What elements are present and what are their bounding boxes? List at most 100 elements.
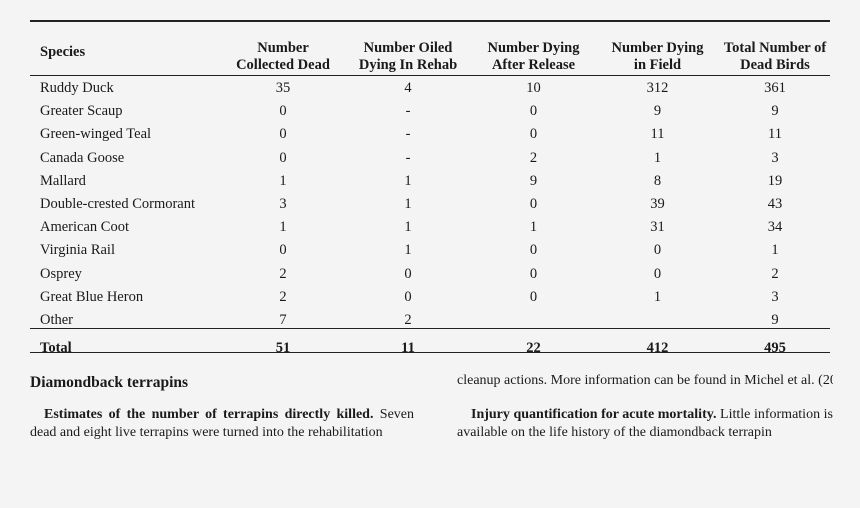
table-row: Great Blue Heron 2 0 0 1 3 [30, 286, 830, 309]
value-cell: 22 [526, 339, 541, 356]
table-header-rule [30, 75, 830, 76]
value-cell: 9 [771, 311, 779, 328]
species-cell: Great Blue Heron [40, 288, 144, 305]
table-row: Osprey 2 0 0 0 2 [30, 263, 830, 286]
species-cell: Double-crested Cormorant [40, 196, 196, 213]
species-cell: Canada Goose [40, 149, 125, 166]
value-cell: 4 [404, 80, 412, 97]
right-paragraph-2-text: Little information is available on the l… [457, 407, 833, 440]
column-header-dying-after-release: Number Dying After Release [487, 40, 580, 73]
value-cell: 361 [764, 80, 786, 97]
value-cell: 7 [279, 311, 287, 328]
value-cell: 51 [275, 339, 291, 356]
value-cell: 1 [404, 242, 412, 259]
species-cell: Virginia Rail [40, 242, 115, 259]
value-cell: 1 [279, 172, 287, 189]
left-paragraph: Estimates of the number of terrapins dir… [30, 406, 414, 441]
value-cell: 43 [767, 196, 783, 213]
value-cell: 0 [529, 242, 538, 259]
value-cell: 1 [279, 219, 287, 236]
table-row: Greater Scaup 0 - 0 9 9 [30, 100, 830, 123]
value-cell: 3 [771, 149, 779, 166]
value-cell: 10 [526, 80, 541, 97]
value-cell: 8 [653, 172, 662, 189]
value-cell: 9 [771, 103, 779, 120]
value-cell: 495 [764, 339, 786, 356]
value-cell: 9 [653, 103, 662, 120]
species-cell: Other [40, 311, 74, 328]
value-cell: 0 [279, 149, 287, 166]
species-cell: Total [40, 339, 72, 356]
value-cell: 1 [653, 149, 662, 166]
column-header-dying-in-field: Number Dying in Field [611, 40, 704, 73]
value-cell: 31 [650, 219, 665, 236]
value-cell: 0 [529, 103, 538, 120]
table-body: Ruddy Duck 35 4 10 312 361 Greater Scaup 0-0 9 9 G… [30, 77, 830, 361]
value-cell: 1 [404, 219, 412, 236]
value-cell: 0 [529, 196, 538, 213]
value-cell: 0 [653, 265, 662, 282]
value-cell: 9 [529, 172, 538, 189]
column-header-dying-rehab: Number Oiled Dying In Rehab [358, 40, 458, 73]
table-row: Green-winged Teal 0 - 0 11 11 [30, 123, 830, 146]
value-cell: 0 [529, 126, 538, 143]
value-cell: 2 [279, 265, 287, 282]
table-row: Mallard 1 1 9 8 19 [30, 170, 830, 193]
species-cell: Greater Scaup [40, 103, 123, 120]
value-cell: 1 [529, 219, 538, 236]
value-cell: - [405, 103, 411, 120]
value-cell: 19 [767, 172, 783, 189]
value-cell: 0 [279, 242, 287, 259]
left-paragraph-text: Seven dead and eight live terrapins were… [30, 407, 414, 440]
value-cell: - [405, 126, 411, 143]
table-top-rule [30, 20, 830, 22]
value-cell: 0 [279, 126, 287, 143]
value-cell: 3 [771, 288, 779, 305]
value-cell: 2 [404, 311, 412, 328]
value-cell: 0 [529, 265, 538, 282]
table-row: Double-crested Cormorant 3 1 0 39 43 [30, 193, 830, 216]
value-cell: 0 [404, 288, 412, 305]
table-row: Virginia Rail 0 1 0 0 1 [30, 239, 830, 262]
value-cell: 0 [529, 288, 538, 305]
value-cell: 0 [279, 103, 287, 120]
table-bottom-rule [30, 352, 830, 353]
table-row: American Coot 1 1 1 31 34 [30, 216, 830, 239]
species-cell: Mallard [40, 172, 86, 189]
value-cell: 34 [767, 219, 783, 236]
value-cell: 1 [653, 288, 662, 305]
left-paragraph-lead: Estimates of the number of terrapins dir… [44, 407, 374, 422]
value-cell: 35 [275, 80, 291, 97]
value-cell: 0 [653, 242, 662, 259]
value-cell: 39 [650, 196, 665, 213]
species-cell: Green-winged Teal [40, 126, 152, 143]
species-cell: Ruddy Duck [40, 80, 114, 97]
column-header-species: Species [40, 43, 86, 60]
value-cell: - [405, 149, 411, 166]
table-total-rule [30, 328, 830, 329]
column-header-total-dead: Total Number of Dead Birds [723, 40, 827, 73]
bird-mortality-table: Species Number Collected Dead Number Oile… [30, 30, 830, 361]
value-cell: 312 [646, 80, 669, 97]
value-cell: 1 [404, 172, 412, 189]
species-cell: Osprey [40, 265, 82, 282]
value-cell: 11 [401, 339, 415, 356]
value-cell: 2 [279, 288, 287, 305]
value-cell: 3 [279, 196, 287, 213]
species-cell: American Coot [40, 219, 129, 236]
value-cell: 11 [768, 126, 782, 143]
table-total-row: Total 51 11 22 412 495 [30, 332, 830, 361]
right-paragraph-2: Injury quantification for acute mortalit… [457, 406, 833, 442]
table-row: Canada Goose 0 - 2 1 3 [30, 147, 830, 170]
value-cell: 2 [529, 149, 538, 166]
value-cell: 2 [771, 265, 779, 282]
value-cell [595, 309, 720, 332]
section-heading: Diamondback terrapins [30, 374, 189, 391]
value-cell [472, 309, 595, 332]
column-header-collected-dead: Number Collected Dead [236, 40, 330, 73]
value-cell: 1 [404, 196, 412, 213]
value-cell: 412 [646, 339, 669, 356]
value-cell: 11 [650, 126, 665, 143]
table-row: Other 7 2 9 [30, 309, 830, 332]
right-paragraph-2-lead: Injury quantification for acute mortalit… [471, 407, 717, 422]
